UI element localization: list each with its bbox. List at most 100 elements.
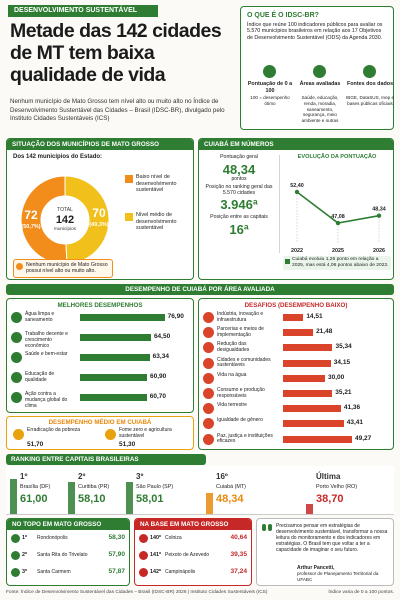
intro: Dos 142 municípios do Estado:: [13, 154, 103, 160]
about-item-title: Áreas avaliadas: [299, 81, 341, 87]
about-box: O QUE É O IDSC-BR? Índice que reúne 100 …: [240, 6, 394, 130]
rank-bar: [10, 478, 17, 514]
segment-share: (49,3%): [89, 222, 108, 228]
panel-title: MELHORES DESEMPENHOS: [57, 302, 143, 309]
bar-label: 43,41: [346, 419, 364, 427]
area-icon: [11, 372, 22, 383]
area-icon: [203, 342, 214, 354]
area-name: Indústria, inovação e infraestrutura: [217, 311, 264, 323]
rank-city: São Paulo (SP): [136, 484, 174, 490]
worst-panel: DESAFIOS (DESEMPENHO BAIXO) Indústria, in…: [198, 298, 394, 450]
panel-title: DESAFIOS (DESEMPENHO BAIXO): [244, 302, 348, 309]
bottom-box: NA BASE EM MATO GROSSO 140º Colniza 40,64 14…: [134, 518, 252, 586]
area-name: Paz, justiça e instituições eficazes: [217, 432, 273, 445]
panel-title: DESEMPENHO MÉDIO EM CUIABÁ: [48, 419, 152, 426]
bar-label: 14,51: [306, 313, 323, 320]
rank-bar: [306, 504, 313, 514]
ranking: 1º Brasília (DF) 61,00 2º Curitiba (PR) 58,10…: [6, 466, 394, 515]
segment-count: 72: [24, 208, 38, 222]
rank-value: 48,34: [216, 493, 244, 505]
stat-label: Posição no ranking geral das 5.570 cidad…: [205, 184, 273, 196]
point-label: 47,08: [331, 214, 345, 220]
area-name: Consumo e produção responsáveis: [217, 387, 265, 399]
rank-position: 16º: [216, 472, 228, 481]
cuiaba-box: CUIABÁ EM NÚMEROS Pontuação geral 48,34 po…: [198, 138, 394, 280]
rank-city: Brasília (DF): [20, 484, 51, 490]
bar-label: 64,50: [153, 333, 171, 340]
top-box: NO TOPO EM MATO GROSSO 1º Rondonópolis 58,3…: [6, 518, 130, 586]
bar-label: 35,34: [335, 343, 352, 351]
bar: [283, 329, 314, 337]
bar: [283, 420, 344, 428]
rank-bar: [68, 481, 75, 514]
list-value: 57,90: [108, 551, 125, 558]
area-icon: [11, 312, 22, 323]
stat-value: 16ª: [229, 222, 249, 237]
area-name: Vida na água: [217, 371, 247, 378]
area-name: Saúde e bem-estar: [25, 351, 68, 357]
list-header: NO TOPO EM MATO GROSSO: [7, 519, 129, 530]
divider: [279, 155, 280, 253]
section-header: DESEMPENHO DE CUIABÁ POR ÁREA AVALIADA: [6, 284, 394, 295]
segment-count: 70: [92, 206, 106, 220]
bar-label: 60,70: [149, 393, 167, 400]
area-icon: [203, 433, 214, 445]
area-icon: [11, 332, 22, 343]
list-icon: [139, 534, 148, 543]
list-icon: [11, 551, 20, 560]
list-rank: 142º: [150, 569, 161, 575]
rank-bar: [126, 481, 133, 514]
area-name: Parcerias e meios de implementação: [217, 326, 264, 338]
icon: [263, 65, 276, 78]
situation-box: SITUAÇÃO DOS MUNICÍPIOS DE MATO GROSSO D…: [6, 138, 194, 280]
bar: [283, 390, 333, 397]
area-value: 51,30: [119, 441, 136, 448]
bar-label: 21,48: [316, 328, 333, 336]
area-name: Educação de qualidade: [25, 371, 55, 383]
quote-text: Precisamos pensar em estratégias de dese…: [276, 523, 388, 553]
note-icon: [16, 263, 23, 270]
list-icon: [11, 568, 20, 577]
bar-label: 34,15: [333, 358, 351, 366]
area-name: Ação contra a mudança global do clima: [25, 391, 68, 409]
lead: Nenhum município de Mato Grosso tem níve…: [10, 98, 225, 123]
stat-value: 48,34: [222, 162, 256, 177]
note: Nenhum município de Mato Grosso possui n…: [13, 259, 113, 278]
rank-position: 2º: [78, 472, 86, 481]
list-rank: 140º: [150, 535, 161, 541]
about-item-title: Pontuação de 0 a 100: [247, 81, 293, 94]
rank-bar: [206, 493, 213, 514]
area-name: Trabalho decente e crescimento econômico: [25, 331, 68, 349]
quote-mark: [268, 524, 272, 531]
list-value: 39,35: [230, 551, 247, 558]
point-label: 48,34: [372, 207, 386, 213]
list-rank: 141º: [150, 552, 161, 558]
list-city: Santa Rita do Trivelato: [37, 552, 88, 558]
list-city: Rondonópolis: [37, 535, 68, 541]
list-value: 40,64: [230, 534, 247, 541]
rank-city: Curitiba (PR): [78, 484, 110, 490]
area-name: Redução das desigualdades: [217, 341, 250, 354]
legend-label: Baixo nível de desenvolvimento sustentáv…: [136, 174, 177, 194]
bar: [80, 394, 147, 401]
area-name: Igualdade de gênero: [217, 417, 263, 424]
quote-box: Precisamos pensar em estratégias de dese…: [256, 518, 394, 586]
segment-share: (50,7%): [21, 224, 40, 230]
bar: [283, 344, 333, 352]
area-name: Fome zero e agricultura sustentável: [119, 427, 172, 439]
footer-source: Fonte: Índice de Desenvolvimento Sustent…: [6, 590, 268, 595]
bar: [283, 359, 331, 367]
stat-label: Posição entre as capitais: [210, 214, 268, 220]
point: [335, 220, 341, 226]
point: [376, 213, 382, 218]
donut-segment: [20, 175, 68, 265]
list-value: 58,30: [108, 534, 125, 541]
section-tag: DESENVOLVIMENTO SUSTENTÁVEL: [8, 5, 158, 17]
bar: [80, 314, 165, 321]
list-city: Colniza: [165, 535, 182, 541]
x-label: 2026: [373, 248, 385, 254]
total-unit: municípios: [54, 226, 77, 231]
bar-label: 63,34: [152, 353, 169, 360]
area-name: Erradicação da pobreza: [27, 427, 81, 433]
area-icon: [11, 392, 22, 403]
